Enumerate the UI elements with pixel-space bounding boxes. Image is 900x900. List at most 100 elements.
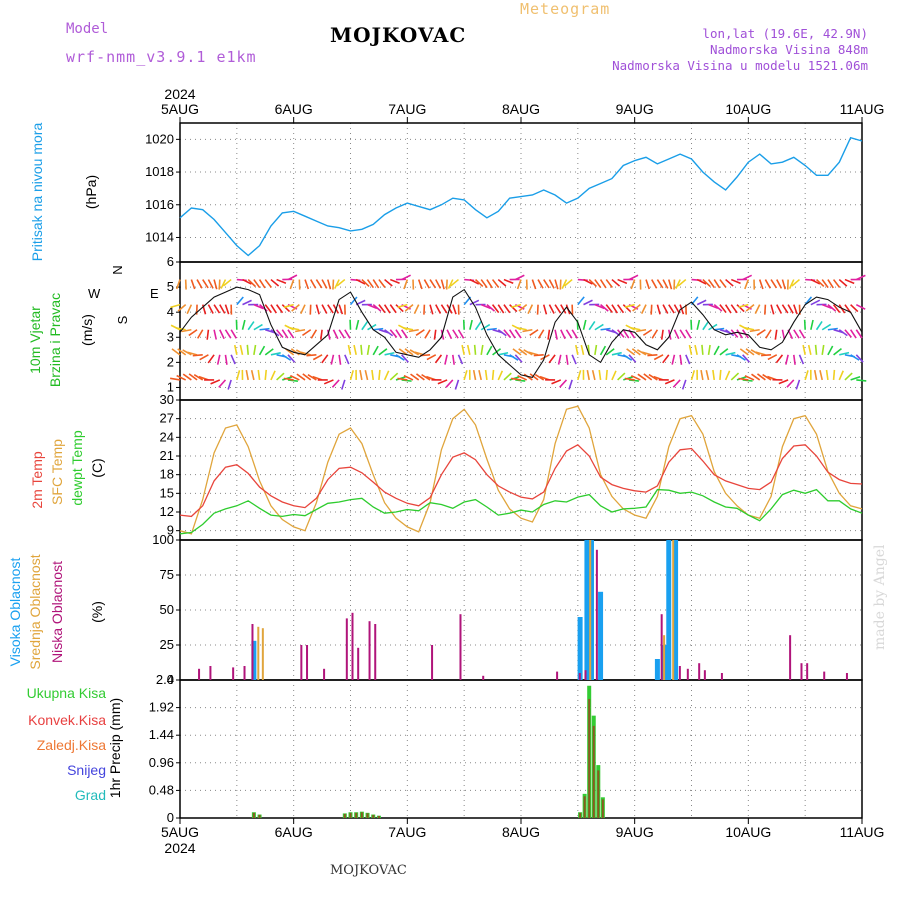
wind-arrow [289,327,300,331]
wind-arrow [175,327,186,331]
y-tick-label: 1020 [145,131,174,146]
wind-arrow [696,299,707,306]
wind-arrow [264,348,274,356]
wind-arrow [605,369,608,380]
wind-arrow [702,320,710,331]
wind-arrow [334,279,340,289]
wind-arrow [631,348,641,356]
wind-arrow [583,278,593,285]
wind-arrow [855,274,866,281]
wind-arrow [409,349,420,356]
compass-south: S [115,315,130,324]
wind-arrow [321,279,328,289]
wind-arrow [736,329,744,339]
wind-arrow [446,329,453,340]
wind-arrow [307,373,317,381]
wind-arrow [395,329,403,339]
wind-arrow [815,320,823,331]
wind-arrow [819,370,823,381]
mid-cloud-bar [261,628,264,680]
wind-arrow [378,279,386,288]
wind-arrow [622,304,632,313]
wind-arrow [253,279,261,289]
wind-arrow [177,348,187,356]
wind-arrow [480,344,484,355]
wind-arrow [312,354,323,361]
wind-arrow [832,369,836,380]
y-tick-label: 5 [167,279,174,294]
wind-arrow [315,304,320,315]
wind-arrow [622,329,630,339]
low-cloud-bar [720,673,723,680]
wind-arrow [290,348,300,356]
wind-arrow [713,304,723,312]
wind-arrow [714,327,725,331]
wind-arrow [838,370,844,381]
wind-arrow [281,329,289,339]
wind-arrow [320,329,323,340]
wind-arrow [429,304,434,315]
wind-arrow [679,304,685,315]
low-cloud-bar [251,624,254,680]
wind-arrow [849,329,857,339]
wind-arrow [326,279,332,290]
wind-arrow [423,279,431,289]
wind-arrow [776,304,783,314]
wind-arrow [426,354,437,361]
wind-arrow [344,329,351,339]
wind-arrow [850,304,859,313]
wind-arrow [367,303,378,310]
wind-arrow [632,304,641,312]
high-cloud-bar [598,591,604,680]
wind-arrow [730,278,741,285]
y-tick-label: 3 [167,329,174,344]
wind-arrow [685,329,692,339]
wind-arrow [742,274,753,281]
wind-arrow [672,379,681,388]
wind-arrow [259,327,270,331]
wind-arrow [447,279,454,289]
wind-arrow [713,345,720,356]
wind-arrow [810,319,814,330]
wind-arrow [454,379,460,390]
temp-2m-line [179,443,863,518]
wind-arrow [781,304,789,314]
wind-arrow [647,354,658,357]
wind-arrow [207,304,214,314]
date-label-bottom: 11AUG [840,824,885,840]
low-cloud-bar [556,671,559,680]
wind-arrow [611,370,617,381]
wind-arrow [774,329,778,340]
wind-arrow [404,304,414,312]
wind-arrow [401,354,409,363]
wind-arrow [611,304,619,314]
wind-arrow [170,377,181,381]
compass-west: W [88,286,101,301]
wind-arrow [561,279,568,289]
y-tick-label: 4 [167,304,174,319]
temp2m-axis-label: 2m Temp [29,451,45,509]
wind-arrow [355,278,366,285]
low-cloud-bar [698,663,701,680]
wind-arrow [210,379,221,385]
wind-arrow [844,372,853,381]
wind-arrow [310,329,318,339]
y-tick-label: 25 [160,637,174,652]
wind-arrow [218,279,221,290]
wind-arrow [497,329,507,337]
wind-arrow [588,278,598,288]
wind-arrow [187,351,198,356]
y-tick-label: 0.96 [149,755,174,770]
wind-arrow [742,354,751,363]
wind-arrow [554,279,559,290]
wind-arrow [719,279,727,288]
wind-arrow [236,296,244,306]
wind-arrow [756,373,766,381]
wind-arrow [719,304,727,314]
wind-arrow [690,370,696,381]
wind-arrow [770,304,775,315]
wind-arrow [403,279,409,290]
wind-arrow [497,370,504,381]
wind-arrow [651,279,658,289]
wind-arrow [656,279,664,289]
